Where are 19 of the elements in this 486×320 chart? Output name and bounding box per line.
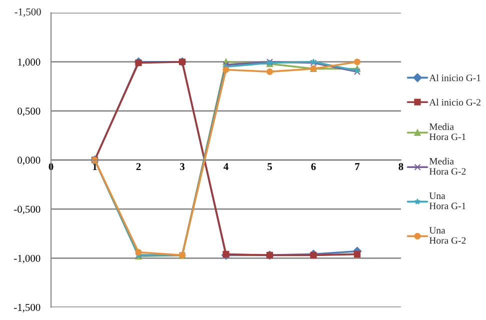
legend-label: Media Hora G-2 [429, 158, 466, 175]
legend-label: Al inicio G-2 [429, 98, 480, 106]
y-tick-label: 1,000 [18, 58, 40, 68]
x-tick-label: 4 [224, 163, 228, 170]
x-tick-label: 6 [311, 163, 316, 170]
y-tick-label: 0,500 [18, 108, 40, 116]
x-tick-label: 2 [136, 163, 141, 170]
legend-label: Media Hora G-1 [429, 123, 466, 140]
x-tick-label: 5 [268, 163, 272, 170]
y-tick-label: -1,000 [14, 254, 40, 264]
y-tick-label: -1,500 [14, 304, 40, 312]
x-tick-label: 8 [398, 163, 404, 170]
x-tick-label: 7 [355, 163, 360, 170]
y-tick-label: -0,500 [14, 206, 40, 214]
legend-label: Al inicio G-1 [429, 74, 480, 82]
y-tick-label: 0,000 [18, 156, 40, 166]
legend-label: Una Hora G-2 [429, 227, 466, 244]
legend-label: Una Hora G-1 [429, 192, 466, 210]
x-tick-label: 3 [180, 163, 184, 170]
